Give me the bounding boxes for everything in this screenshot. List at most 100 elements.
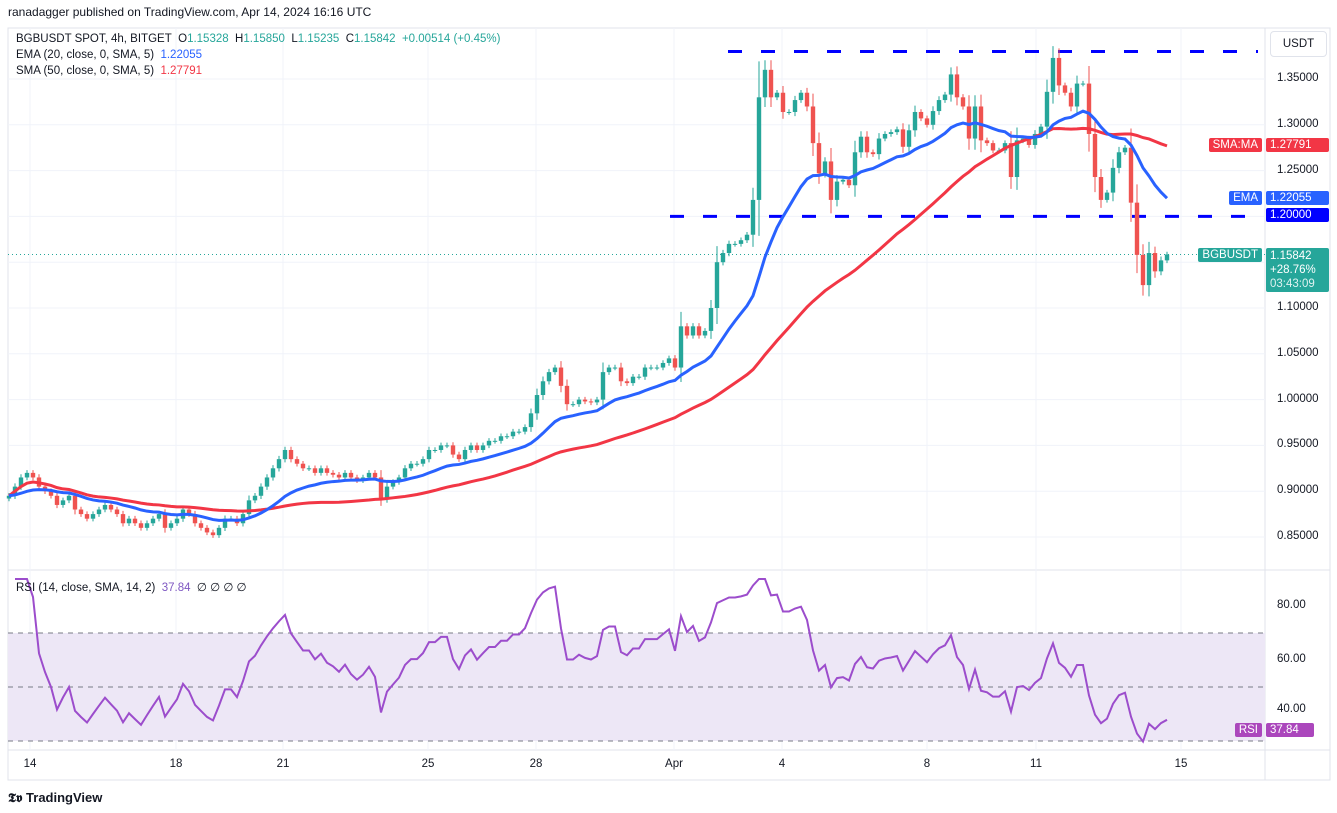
candle-body	[720, 253, 726, 263]
price-tick: 0.95000	[1277, 438, 1319, 451]
candle-body	[540, 381, 546, 396]
candle-body	[1068, 92, 1074, 107]
rsi-line	[15, 578, 1168, 744]
candle-body	[18, 477, 24, 487]
candle-body	[942, 94, 948, 101]
high-label: H	[235, 33, 244, 45]
candle-body	[174, 518, 180, 524]
candle-body	[576, 399, 582, 405]
candle-body	[468, 445, 474, 450]
candle-body	[798, 92, 804, 101]
candle-body	[30, 472, 36, 478]
candle-body	[564, 385, 570, 405]
candle-body	[1038, 126, 1044, 134]
time-tick: 25	[421, 758, 435, 770]
candle-body	[630, 376, 636, 384]
candle-body	[654, 367, 660, 369]
price-tick: 1.00000	[1277, 392, 1319, 405]
tradingview-logo[interactable]: 𝕿𝖛 TradingView	[8, 790, 102, 806]
candle-body	[474, 445, 480, 450]
open-value: 1.15328	[187, 33, 229, 45]
candle-body	[384, 486, 390, 499]
candle-body	[1128, 147, 1134, 203]
candle-body	[252, 495, 258, 501]
candle-body	[1080, 83, 1086, 85]
candle-body	[834, 181, 840, 200]
candle-body	[336, 474, 342, 478]
candle-body	[114, 509, 120, 515]
time-tick: 21	[276, 758, 290, 770]
rsi-tag-name: RSI	[1234, 723, 1262, 737]
horizontal-levels	[8, 50, 1265, 255]
candle-body	[582, 399, 588, 402]
candle-body	[120, 514, 126, 524]
low-value: 1.15235	[297, 33, 340, 45]
sma-tag-value: 1.27791	[1266, 138, 1329, 152]
candle-body	[714, 262, 720, 308]
candles	[6, 46, 1170, 538]
candle-body	[216, 527, 222, 536]
brand-name: TradingView	[26, 790, 103, 805]
ema-legend[interactable]: EMA (20, close, 0, SMA, 5) 1.22055	[16, 49, 202, 61]
price-tick: 1.10000	[1277, 301, 1319, 313]
rsi-legend[interactable]: RSI (14, close, SMA, 14, 2) 37.84 ∅ ∅ ∅ …	[16, 580, 247, 594]
price-tick: 0.90000	[1277, 484, 1319, 497]
rsi-tag-value: 37.84	[1266, 723, 1314, 737]
candle-body	[522, 427, 528, 432]
candle-body	[348, 472, 354, 478]
candle-body	[1008, 143, 1014, 178]
moving-averages	[8, 109, 1169, 522]
ema-label: EMA (20, close, 0, SMA, 5)	[16, 49, 155, 61]
candle-body	[144, 523, 150, 528]
candle-body	[246, 500, 252, 515]
symbol-name[interactable]: BGBUSDT SPOT, 4h, BITGET	[16, 33, 172, 45]
time-tick: 8	[923, 758, 931, 770]
candle-body	[780, 92, 786, 112]
candle-body	[636, 376, 642, 378]
sma-legend[interactable]: SMA (50, close, 0, SMA, 5) 1.27791	[16, 65, 202, 77]
price-tick: 1.05000	[1277, 346, 1319, 359]
price-tick: 1.35000	[1277, 72, 1319, 84]
candle-body	[1050, 57, 1056, 92]
symbol-tag-name: BGBUSDT	[1198, 248, 1262, 262]
candle-body	[132, 518, 138, 524]
price-tick: 0.85000	[1277, 530, 1319, 542]
candle-body	[546, 372, 552, 382]
sma-label: SMA (50, close, 0, SMA, 5)	[16, 65, 155, 77]
candle-body	[498, 436, 504, 441]
rsi-label: RSI (14, close, SMA, 14, 2)	[16, 582, 156, 594]
candle-body	[600, 372, 606, 400]
candle-body	[504, 436, 510, 438]
level-tag-value: 1.20000	[1266, 208, 1329, 222]
candle-body	[810, 106, 816, 144]
low-label: L	[291, 33, 298, 45]
candle-body	[48, 491, 54, 496]
ema-20-line	[8, 109, 1169, 522]
candle-body	[774, 92, 780, 98]
candle-body	[480, 445, 486, 450]
candle-body	[804, 92, 810, 107]
rsi-tick: 60.00	[1277, 653, 1306, 665]
candle-body	[948, 74, 954, 95]
candle-body	[1032, 133, 1038, 145]
last-price-tag: 1.15842 +28.76% 03:43:09	[1266, 248, 1329, 292]
candle-body	[606, 367, 612, 373]
candle-body	[1152, 253, 1158, 272]
candle-body	[744, 234, 750, 241]
candle-body	[732, 243, 738, 245]
candle-body	[558, 367, 564, 386]
candle-body	[894, 129, 900, 133]
candle-body	[882, 133, 888, 139]
rsi-tick: 40.00	[1277, 703, 1306, 715]
candle-body	[432, 449, 438, 451]
candle-body	[270, 468, 276, 478]
sma-tag-name: SMA:MA	[1208, 138, 1262, 152]
candle-body	[1104, 192, 1110, 200]
candle-body	[756, 97, 762, 200]
open-label: O	[178, 33, 188, 45]
rsi-extra: ∅ ∅ ∅ ∅	[196, 582, 247, 594]
candle-body	[426, 449, 432, 460]
currency-button[interactable]: USDT	[1270, 31, 1327, 57]
candle-body	[54, 495, 60, 505]
